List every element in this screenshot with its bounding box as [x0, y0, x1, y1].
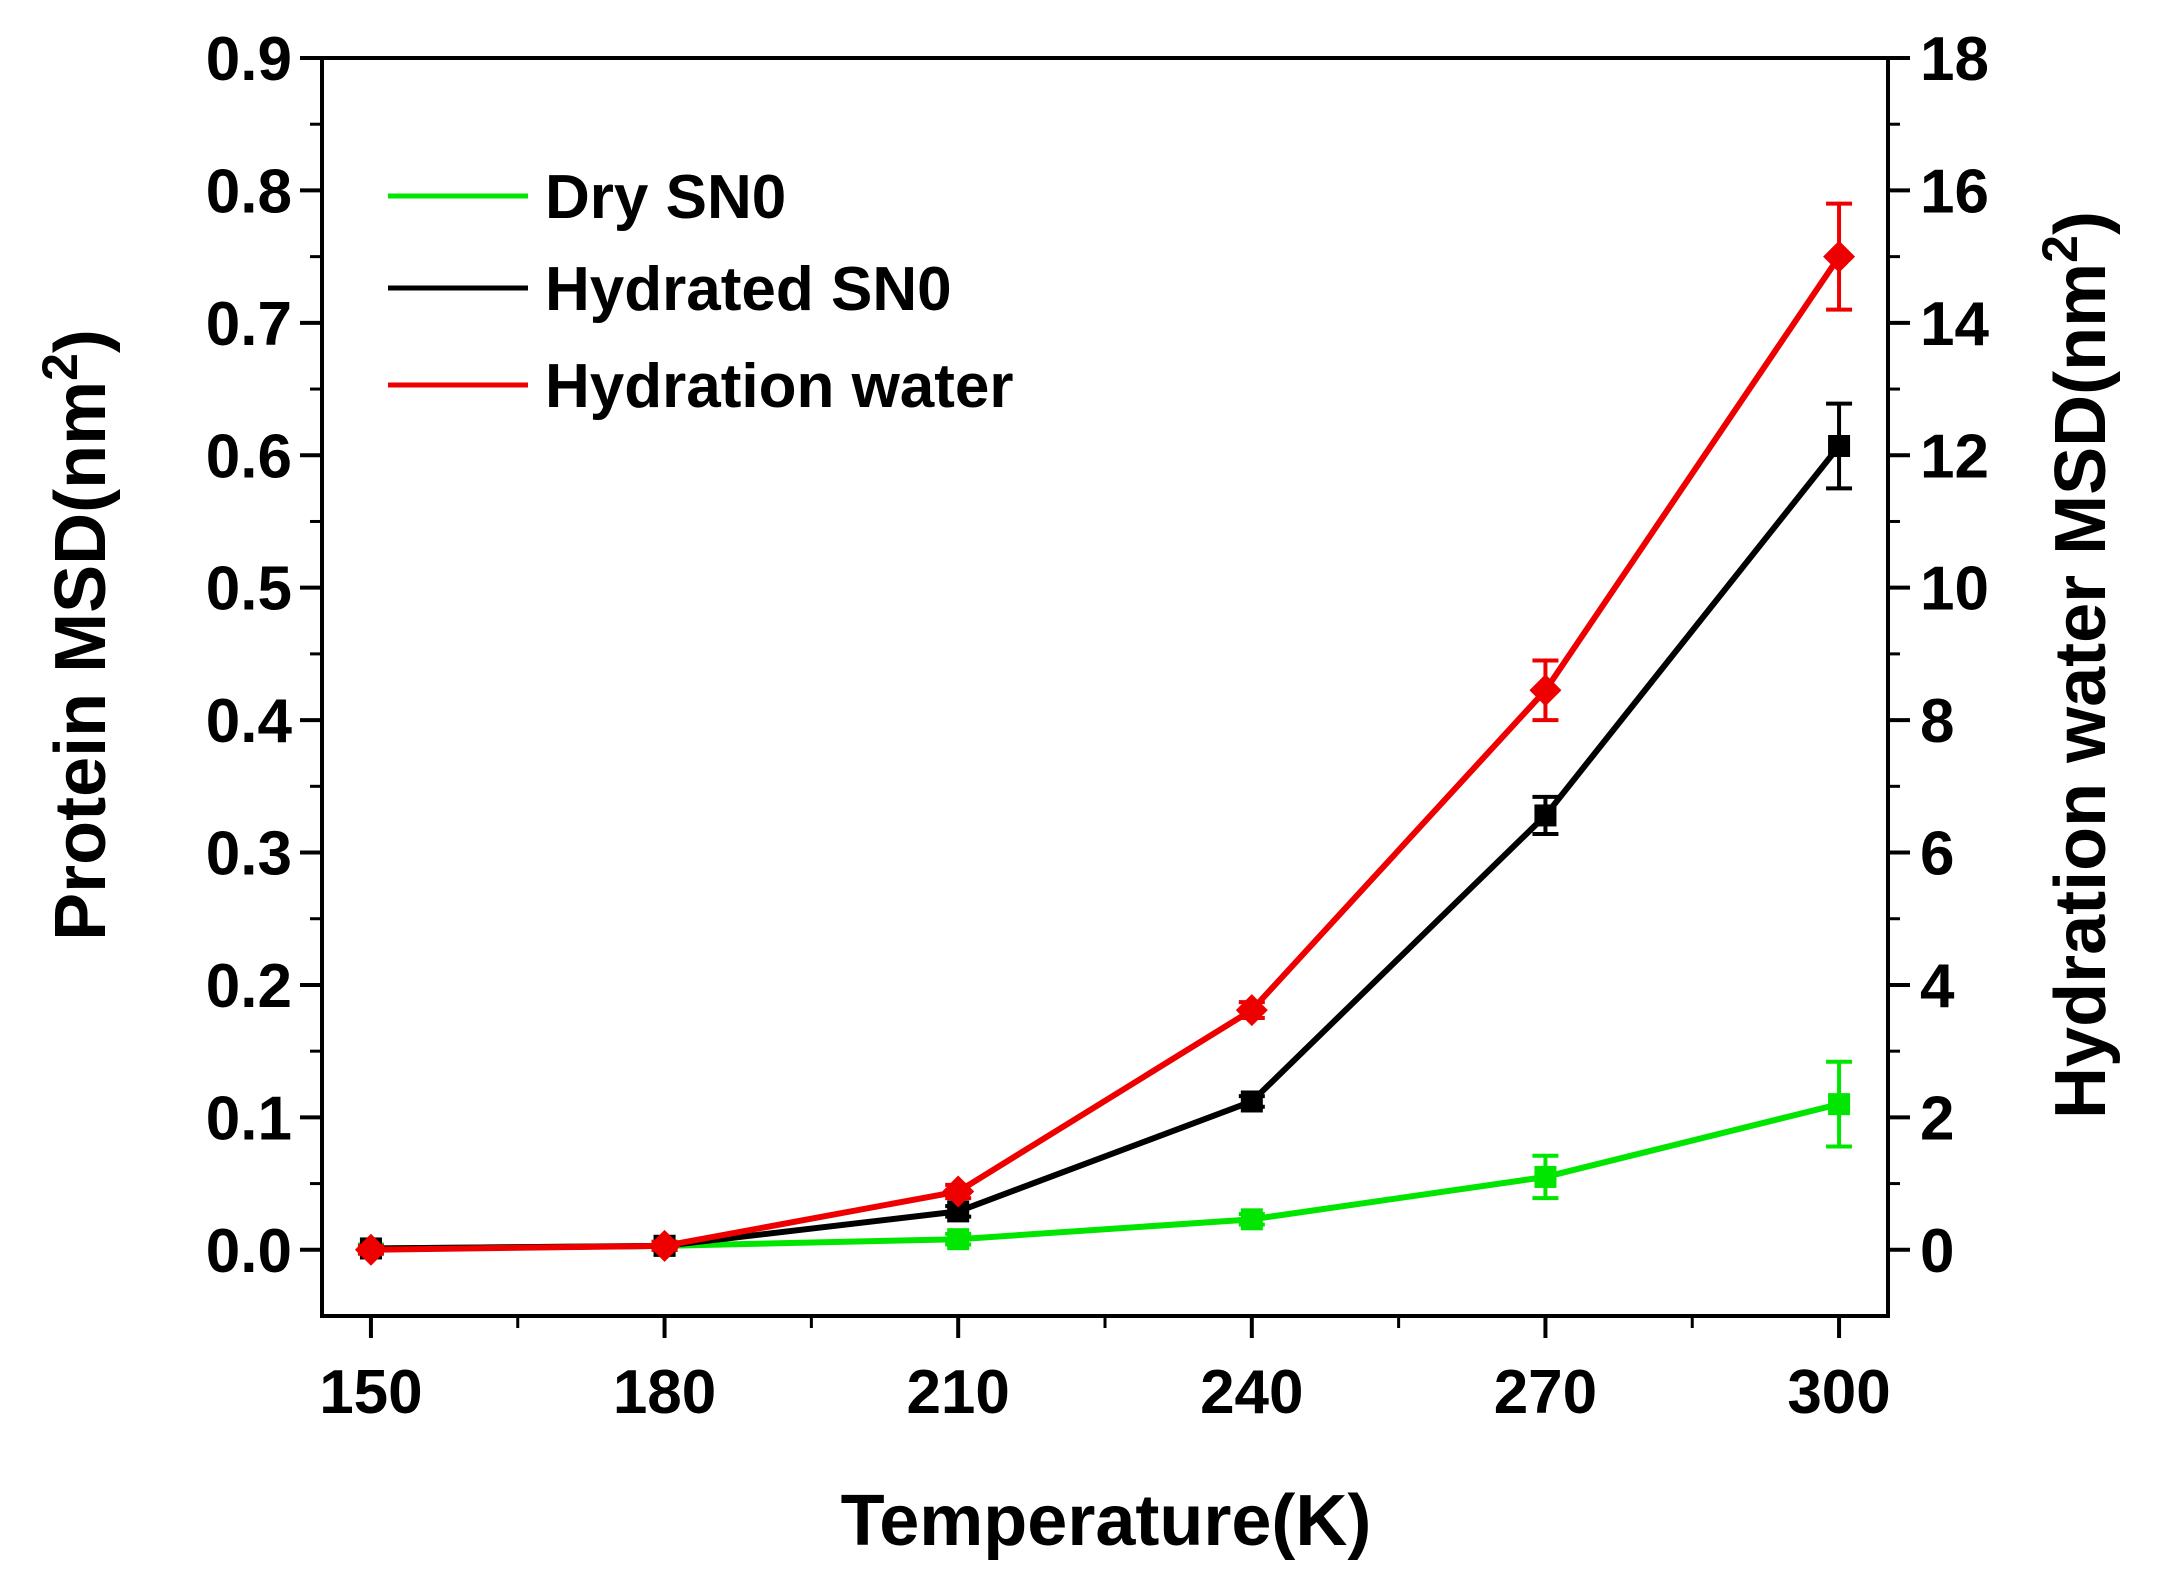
legend-label-hydrated-sn0: Hydrated SN0 [545, 255, 952, 324]
x-tick-label: 270 [1494, 1358, 1597, 1427]
y-left-tick-label: 0.8 [206, 157, 292, 226]
y-right-tick-label: 18 [1920, 25, 1989, 94]
ticks-layer: 150 180 210 240 270 3000.00.10.20.30.40.50.60… [206, 25, 1990, 1427]
x-tick-label: 210 [906, 1358, 1009, 1427]
y-left-tick-label: 0.4 [206, 687, 293, 756]
series-layer [354, 201, 1856, 1266]
y-right-tick-label: 14 [1920, 290, 1989, 359]
y-axis-left-title: Protein MSD(nm2) [32, 329, 121, 941]
x-tick-label: 300 [1787, 1358, 1890, 1427]
data-point [1534, 804, 1557, 827]
legend-label-hydration-water: Hydration water [545, 352, 1014, 421]
data-point [947, 1200, 970, 1223]
y-left-tick-label: 0.5 [206, 555, 292, 624]
series-hydration-water [354, 201, 1856, 1266]
data-point [1240, 1208, 1263, 1231]
y-right-tick-label: 4 [1920, 952, 1955, 1021]
y-axis-right-title-main: Hydration water MSD(nm [2041, 263, 2121, 1119]
y-right-tick-label: 6 [1920, 820, 1954, 889]
data-point [1828, 434, 1851, 457]
legend-label-dry-sn0: Dry SN0 [545, 163, 786, 232]
data-point [1235, 994, 1268, 1027]
y-axis-right-title: Hydration water MSD(nm2) [2032, 211, 2121, 1119]
x-axis-title: Temperature(K) [841, 1481, 1372, 1561]
y-right-tick-label: 16 [1920, 157, 1989, 226]
y-right-tick-label: 10 [1920, 555, 1989, 624]
data-point [1823, 240, 1856, 273]
y-left-tick-label: 0.2 [206, 952, 292, 1021]
series-line-hydration-water [370, 254, 1842, 1253]
y-axis-right-title-close: ) [2041, 211, 2121, 235]
y-left-tick-label: 0.6 [206, 422, 292, 491]
data-point [1828, 1093, 1851, 1116]
y-axis-left-title-sup: 2 [32, 353, 88, 381]
data-point [1529, 674, 1562, 707]
x-tick-label: 150 [319, 1358, 422, 1427]
y-left-tick-label: 0.1 [206, 1084, 292, 1153]
data-point [947, 1228, 970, 1251]
y-left-tick-label: 0.9 [206, 25, 292, 94]
data-point [648, 1229, 681, 1262]
y-left-tick-label: 0.7 [206, 290, 292, 359]
data-point [354, 1233, 387, 1266]
y-left-tick-label: 0.3 [206, 820, 292, 889]
y-right-tick-label: 8 [1920, 687, 1954, 756]
y-axis-left-title-close: ) [41, 329, 121, 353]
x-tick-label: 240 [1200, 1358, 1303, 1427]
x-tick-label: 180 [613, 1358, 716, 1427]
y-left-tick-label: 0.0 [206, 1217, 292, 1286]
y-axis-left-title-main: Protein MSD(nm [41, 381, 121, 941]
y-right-tick-label: 0 [1920, 1217, 1954, 1286]
legend: Dry SN0 Hydrated SN0 Hydration water [388, 163, 1014, 421]
y-right-tick-label: 12 [1920, 422, 1989, 491]
data-point [1240, 1090, 1263, 1113]
y-right-tick-label: 2 [1920, 1084, 1954, 1153]
data-point [1534, 1165, 1557, 1188]
y-axis-right-title-sup: 2 [2032, 235, 2088, 263]
data-point [942, 1175, 975, 1208]
